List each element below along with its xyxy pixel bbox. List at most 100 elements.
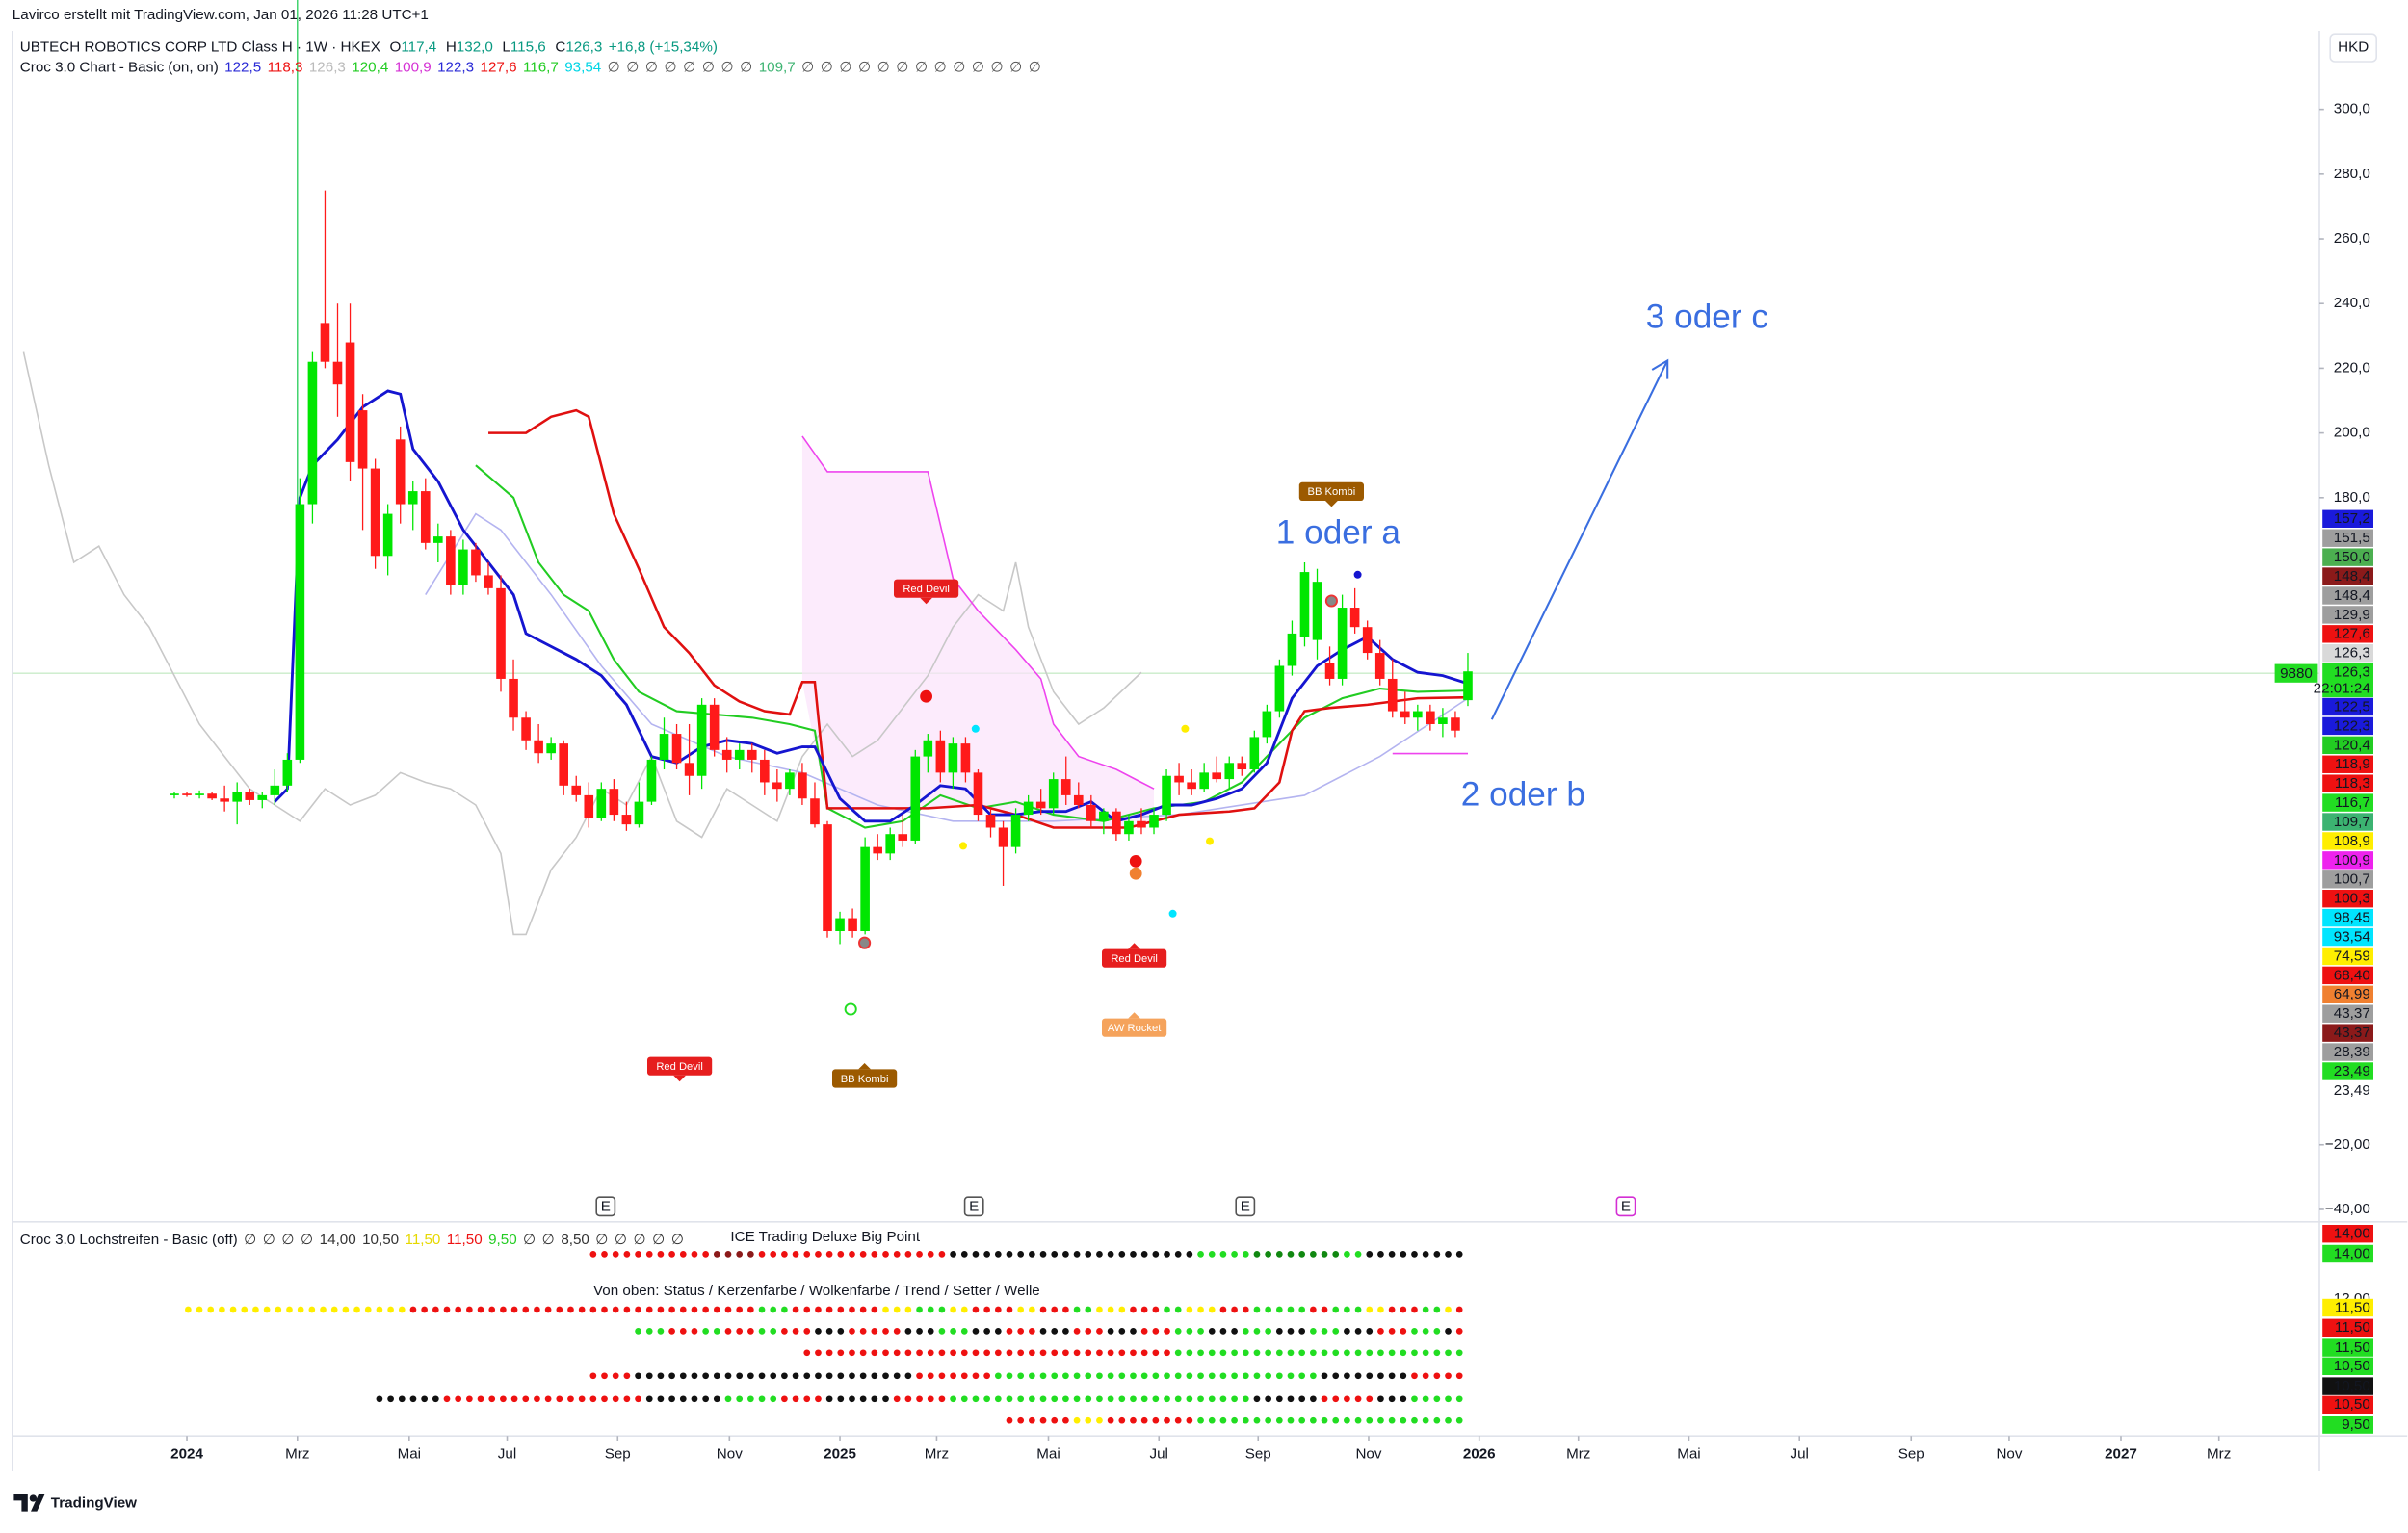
price-badge[interactable] [2322,947,2373,966]
price-badge-label[interactable]: 126,3 [2334,645,2370,662]
status-dot [1140,1416,1148,1424]
price-badge[interactable] [2322,586,2373,605]
candle-body [433,536,443,543]
price-badge-label[interactable]: 148,4 [2334,587,2370,604]
candle-body [1035,801,1046,809]
status-dot [994,1306,1002,1313]
price-badge-label[interactable]: 118,3 [2335,775,2370,792]
price-badge[interactable] [2322,813,2373,831]
candle-body [1124,820,1134,835]
status-dot [219,1306,225,1313]
candle-body [1362,627,1373,654]
price-badge[interactable] [2322,529,2373,547]
status-dot [488,1395,496,1403]
status-dot [1321,1306,1328,1313]
price-badge[interactable] [2322,509,2373,528]
status-dot [1287,1349,1295,1357]
price-badge-label[interactable]: 43,37 [2334,1005,2370,1022]
price-badge[interactable] [2322,1043,2373,1061]
price-badge[interactable] [2322,625,2373,643]
price-badge[interactable] [2322,890,2373,908]
price-badge[interactable] [2322,1004,2373,1023]
price-badge-label[interactable]: 129,9 [2334,607,2370,623]
pane-badge-label: 10,50 [2334,1358,2370,1374]
price-badge-label[interactable]: 23,49 [2334,1063,2370,1079]
price-badge[interactable] [2322,793,2373,812]
price-badge[interactable] [2322,736,2373,755]
candle-body [1162,775,1171,816]
price-badge-label[interactable]: 68,40 [2334,967,2370,983]
currency[interactable]: HKD [2338,39,2369,56]
price-badge[interactable] [2322,1062,2373,1080]
price-badge[interactable] [2322,606,2373,624]
candle-body [458,549,468,585]
price-badge[interactable] [2322,851,2373,870]
signal-ring [858,936,872,949]
price-badge[interactable] [2322,755,2373,773]
pane-value: 11,50 [406,1232,441,1248]
price-badge-label[interactable]: 23,49 [2334,1082,2370,1099]
price-badge-label[interactable]: 116,7 [2335,794,2370,811]
status-dot [724,1395,732,1403]
pane-value: ∅ [595,1232,608,1248]
price-badge-label[interactable]: 127,6 [2334,626,2370,642]
status-dot [1140,1306,1148,1313]
price-badge-label[interactable]: 100,7 [2334,871,2370,888]
pane-badge [2322,1225,2373,1243]
status-dot [1039,1395,1047,1403]
indicator-value: ∅ [858,59,871,75]
price-badge[interactable] [2322,697,2373,716]
price-badge-label[interactable]: 100,9 [2334,852,2370,869]
price-badge[interactable] [2322,870,2373,889]
price-badge-label[interactable]: 151,5 [2334,530,2370,546]
price-badge-label[interactable]: 98,45 [2334,910,2370,926]
price-badge[interactable] [2322,1024,2373,1042]
price-badge[interactable] [2322,985,2373,1003]
price-badge-label[interactable]: 74,59 [2334,948,2370,964]
price-badge-label[interactable]: 120,4 [2334,737,2370,753]
status-dot [522,1306,530,1313]
price-badge[interactable] [2322,567,2373,585]
candle-body [1099,811,1109,821]
status-dot [1164,1328,1170,1335]
status-dot [1039,1306,1047,1313]
price-badge-label[interactable]: 28,39 [2334,1044,2370,1060]
signal-dot [1353,570,1362,579]
status-dot [1377,1416,1384,1424]
price-badge-label[interactable]: 122,3 [2334,717,2370,734]
price-badge[interactable] [2322,774,2373,792]
candle-body [935,740,946,773]
price-badge[interactable] [2322,927,2373,947]
price-badge-label[interactable]: 108,9 [2334,833,2370,849]
price-badge[interactable] [2322,966,2373,985]
status-dot [803,1395,811,1403]
price-badge-label[interactable]: 118,9 [2335,756,2370,772]
price-badge[interactable] [2322,548,2373,566]
price-badge-label[interactable]: 93,54 [2334,928,2370,945]
currency-box[interactable] [2329,33,2378,63]
status-dot [871,1372,878,1380]
price-badge[interactable] [2322,908,2373,927]
price-badge-label[interactable]: 109,7 [2334,814,2370,830]
ohlc-value: 132,0 [457,39,493,56]
price-badge[interactable] [2322,663,2373,698]
price-badge-label[interactable]: 150,0 [2334,549,2370,565]
price-badge-label[interactable]: 148,4 [2334,568,2370,585]
price-badge-label[interactable]: 100,3 [2334,891,2370,907]
status-dot [893,1328,901,1335]
pane-badge-label: 10,50 [2334,1378,2370,1394]
price-badge[interactable] [2322,716,2373,736]
status-dot [927,1306,934,1313]
status-dot [1073,1328,1081,1335]
price-badge-label[interactable]: 157,2 [2334,510,2370,527]
price-badge-label[interactable]: 122,5 [2334,698,2370,715]
annotation: 1 oder a [1276,513,1401,551]
status-dot [1062,1349,1069,1357]
status-dot [207,1306,215,1313]
price-badge[interactable] [2322,644,2373,663]
price-badge[interactable] [2322,832,2373,850]
price-badge-label[interactable]: 126,3 [2334,664,2370,681]
price-badge-label[interactable]: 64,99 [2334,986,2370,1002]
status-dot [544,1306,552,1313]
price-badge-label[interactable]: 43,37 [2334,1025,2370,1041]
